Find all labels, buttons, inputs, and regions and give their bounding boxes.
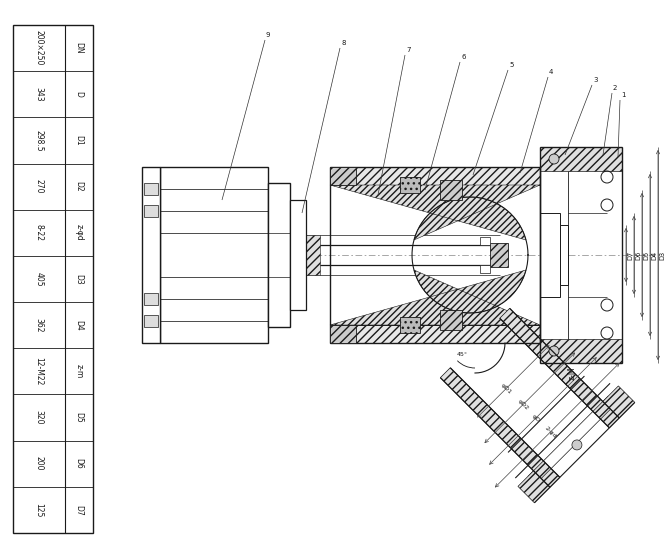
Bar [330,325,540,343]
Polygon shape [500,309,619,428]
Text: D7: D7 [74,504,84,515]
Text: D5: D5 [643,250,649,260]
Bar [540,339,622,363]
Text: 362: 362 [34,318,44,332]
Text: D: D [74,92,84,97]
Bar [160,167,268,343]
Text: 1: 1 [621,92,626,98]
Text: 2-φd: 2-φd [543,425,557,439]
Text: 200×250: 200×250 [34,31,44,66]
Bar [560,225,568,285]
Bar [440,180,462,200]
Text: z-m: z-m [74,364,84,379]
Text: 45°: 45° [456,352,468,357]
Text: 9: 9 [266,32,271,38]
Text: 8-22: 8-22 [34,224,44,241]
Bar [144,315,158,327]
Text: 12-M22: 12-M22 [34,357,44,386]
Text: D2: D2 [74,181,84,192]
Polygon shape [518,471,550,503]
Text: 3: 3 [593,77,598,83]
Text: D6: D6 [74,458,84,469]
Bar [290,200,306,310]
Text: 4: 4 [549,69,553,75]
Bar [13,25,93,533]
Text: 6: 6 [461,54,466,60]
Text: 320: 320 [34,410,44,425]
Polygon shape [603,386,634,418]
Text: 298.5: 298.5 [34,130,44,152]
Bar [290,235,320,275]
Bar [540,147,622,171]
Text: 125: 125 [34,503,44,517]
Text: 200: 200 [34,456,44,471]
Text: 5: 5 [509,62,513,68]
Bar [490,243,508,267]
Text: 405: 405 [34,272,44,286]
Bar [330,325,356,343]
Bar [142,167,160,343]
Text: D5: D5 [74,412,84,423]
Polygon shape [330,185,540,240]
Text: φD: φD [531,413,541,423]
Text: z-M: z-M [567,366,576,380]
Text: φD2: φD2 [517,398,529,411]
Bar [330,167,356,185]
Circle shape [572,440,582,450]
Text: D1: D1 [74,135,84,146]
Circle shape [549,154,559,164]
Bar [144,205,158,217]
Text: φD1: φD1 [500,382,513,395]
Text: D4: D4 [74,320,84,331]
Polygon shape [330,270,540,325]
Text: D3: D3 [659,250,665,260]
Bar [480,237,490,245]
Bar [400,177,420,193]
Polygon shape [440,368,560,487]
Text: 8: 8 [341,40,346,46]
Bar [268,183,290,327]
Text: D3: D3 [74,274,84,284]
Bar [330,167,540,185]
Text: z-φd: z-φd [74,224,84,241]
Circle shape [549,346,559,356]
Bar [480,265,490,273]
Bar [440,310,462,330]
Bar [144,293,158,305]
Text: DN: DN [74,42,84,54]
Text: 343: 343 [34,87,44,102]
Text: D6: D6 [635,250,641,260]
Text: 7: 7 [406,47,411,53]
Bar [540,213,560,297]
Bar [144,183,158,195]
Text: D7: D7 [627,250,633,260]
Bar [400,317,420,333]
Text: D4: D4 [651,250,657,260]
Text: 270: 270 [34,179,44,194]
Text: 2: 2 [613,85,617,91]
